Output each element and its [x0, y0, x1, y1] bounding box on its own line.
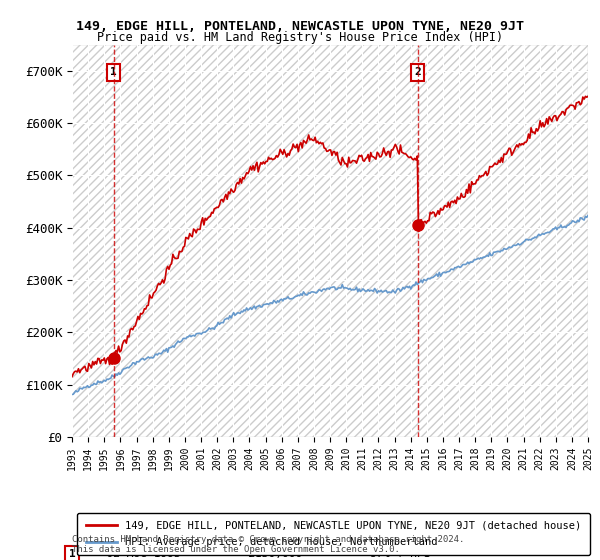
Text: 1: 1: [68, 549, 76, 559]
Text: 1: 1: [110, 67, 117, 77]
Legend: 149, EDGE HILL, PONTELAND, NEWCASTLE UPON TYNE, NE20 9JT (detached house), HPI: : 149, EDGE HILL, PONTELAND, NEWCASTLE UPO…: [77, 512, 590, 556]
Text: Price paid vs. HM Land Registry's House Price Index (HPI): Price paid vs. HM Land Registry's House …: [97, 31, 503, 44]
Text: 2: 2: [415, 67, 421, 77]
Text: Contains HM Land Registry data © Crown copyright and database right 2024.
This d: Contains HM Land Registry data © Crown c…: [72, 535, 464, 554]
Text: 02-AUG-1995          £150,000          87% ↑ HPI: 02-AUG-1995 £150,000 87% ↑ HPI: [92, 549, 430, 559]
Text: 149, EDGE HILL, PONTELAND, NEWCASTLE UPON TYNE, NE20 9JT: 149, EDGE HILL, PONTELAND, NEWCASTLE UPO…: [76, 20, 524, 32]
